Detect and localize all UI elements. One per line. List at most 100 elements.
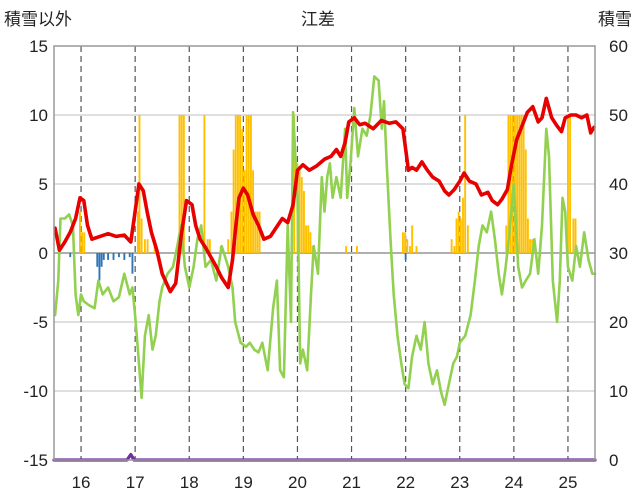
snow-bar [140, 218, 143, 253]
right-tick-label: 50 [609, 106, 628, 125]
snow-bar [524, 149, 527, 253]
year-label: 19 [234, 473, 253, 492]
right-tick-label: 0 [609, 451, 618, 470]
blue-bar [98, 253, 101, 281]
right-axis-title: 積雪 [598, 10, 632, 30]
snow-bar [466, 225, 469, 253]
snow-bar [182, 115, 185, 253]
snow-bar [232, 149, 235, 253]
blue-bar [117, 253, 120, 258]
axis-labels: 江差 積雪以外 積雪 151050-5-10-15605040302010016… [4, 10, 632, 492]
snow-bar [249, 115, 252, 253]
snow-bar [453, 246, 456, 253]
chart-title: 江差 [301, 10, 335, 30]
snow-bar [136, 211, 139, 253]
right-tick-label: 10 [609, 382, 628, 401]
snow-bar [459, 218, 462, 253]
snow-bar [81, 232, 84, 253]
snow-bar [574, 218, 577, 253]
snow-bar [146, 239, 149, 253]
right-tick-label: 20 [609, 313, 628, 332]
blue-bar [123, 253, 126, 260]
blue-bar [128, 253, 131, 258]
year-label: 16 [72, 473, 91, 492]
snow-bar [307, 225, 310, 253]
snow-bar [227, 239, 230, 253]
snow-bar [356, 246, 358, 253]
snow-bar [464, 115, 467, 253]
snow-bar [206, 239, 209, 253]
year-label: 20 [288, 473, 307, 492]
snow-bar [404, 232, 407, 253]
blue-bars [69, 253, 407, 281]
snow-bar [567, 115, 569, 253]
snow-bar [516, 115, 519, 253]
snow-bar [247, 115, 250, 253]
year-label: 23 [450, 473, 469, 492]
snow-bar [245, 115, 248, 253]
right-tick-label: 40 [609, 175, 628, 194]
blue-bar [69, 253, 72, 258]
left-axis-title: 積雪以外 [4, 10, 72, 30]
snow-bar [256, 211, 259, 253]
snow-bar [234, 115, 237, 253]
grid-lines [54, 46, 595, 460]
snow-bar [302, 190, 305, 253]
snow-bar [406, 239, 409, 253]
right-tick-label: 30 [609, 244, 628, 263]
left-tick-label: -5 [33, 313, 48, 332]
snow-bar [520, 115, 523, 253]
snow-bar [457, 211, 460, 253]
year-label: 18 [180, 473, 199, 492]
snow-bar [455, 218, 458, 253]
snow-bar [254, 211, 257, 253]
snow-bar [569, 115, 572, 253]
snow-bar [230, 211, 233, 253]
left-tick-label: -10 [23, 382, 48, 401]
snow-bar [526, 218, 529, 253]
snow-bar [243, 170, 246, 253]
blue-bar [107, 253, 110, 260]
green-line [53, 75, 597, 407]
snow-bar [79, 211, 81, 253]
snow-bar [518, 115, 521, 253]
blue-bar [404, 253, 407, 260]
blue-bar [112, 253, 115, 260]
snow-bar [236, 115, 239, 253]
snow-bar [505, 225, 508, 253]
year-label: 21 [342, 473, 361, 492]
year-label: 25 [558, 473, 577, 492]
snow-depth-bars [79, 115, 577, 253]
plot-frame [53, 45, 596, 461]
snow-bar [450, 239, 453, 253]
snow-bar [143, 239, 146, 253]
year-label: 17 [126, 473, 145, 492]
year-label: 24 [504, 473, 523, 492]
snow-bar [309, 232, 312, 253]
red-line [53, 96, 596, 294]
right-tick-label: 60 [609, 37, 628, 56]
snow-bar [572, 218, 575, 253]
blue-bar [96, 253, 99, 267]
snow-bar [462, 197, 464, 253]
left-tick-label: 5 [39, 175, 48, 194]
left-tick-label: 10 [29, 106, 48, 125]
snow-bar [415, 246, 418, 253]
snow-bar [522, 115, 525, 253]
year-label: 22 [396, 473, 415, 492]
snow-bar [239, 115, 242, 253]
plot-border [53, 45, 596, 461]
blue-bar [100, 253, 103, 267]
blue-bar [131, 253, 134, 274]
snow-bar [180, 115, 183, 253]
snow-bar [411, 225, 414, 253]
snow-bar [345, 246, 348, 253]
snow-bar [409, 246, 411, 253]
left-tick-label: 15 [29, 37, 48, 56]
left-tick-label: -15 [23, 451, 48, 470]
left-tick-label: 0 [39, 244, 48, 263]
snow-bar [300, 177, 303, 253]
snow-bar [178, 115, 181, 253]
snow-bar [83, 232, 86, 253]
